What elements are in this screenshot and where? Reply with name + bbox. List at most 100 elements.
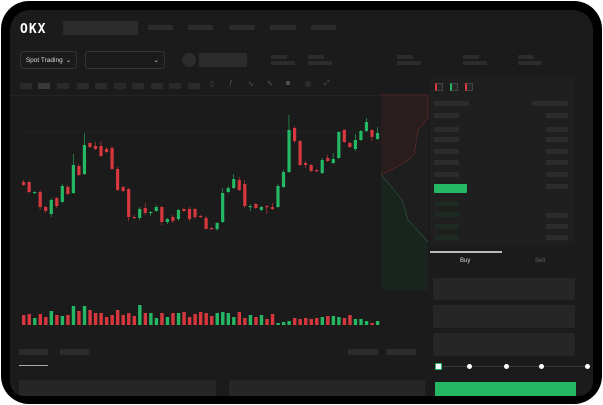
- book-both-icon[interactable]: [435, 83, 443, 91]
- ask-price: [434, 172, 459, 177]
- interval-button[interactable]: [114, 83, 126, 89]
- candle: [49, 198, 53, 217]
- candle: [337, 131, 341, 159]
- depth-chart: [380, 94, 429, 290]
- filter-button[interactable]: [386, 349, 416, 355]
- candle-body: [353, 140, 357, 149]
- candle: [116, 167, 120, 191]
- volume-bar: [276, 323, 280, 325]
- nav-item[interactable]: [270, 25, 296, 30]
- orders-card: [229, 380, 425, 396]
- tab-order-history[interactable]: [60, 349, 89, 355]
- nav-item[interactable]: [148, 25, 173, 30]
- volume-bar: [364, 321, 369, 325]
- interval-button[interactable]: [38, 83, 50, 89]
- candle: [176, 209, 181, 221]
- depth-asks: [381, 95, 428, 175]
- camera-icon[interactable]: ◙: [286, 80, 291, 87]
- candle: [171, 215, 175, 223]
- tab-open-orders[interactable]: [19, 349, 48, 355]
- okx-logo[interactable]: OKX: [20, 22, 47, 37]
- candle: [55, 197, 59, 208]
- search-placeholder[interactable]: [63, 21, 138, 35]
- volume-bar: [315, 318, 319, 325]
- volume-bar: [342, 318, 347, 325]
- volume-bar: [281, 322, 286, 325]
- interval-button[interactable]: [132, 83, 144, 89]
- candle: [309, 164, 313, 172]
- volume-bar: [304, 318, 308, 325]
- slider-stop[interactable]: [466, 364, 472, 369]
- amount-input[interactable]: [433, 305, 575, 328]
- candle-body: [215, 223, 219, 229]
- slider-handle[interactable]: [435, 363, 442, 370]
- candle: [232, 174, 236, 189]
- volume-bar: [204, 313, 208, 325]
- buy-button[interactable]: [435, 382, 576, 396]
- ask-price: [434, 137, 459, 142]
- candle-body: [44, 207, 48, 211]
- price-input[interactable]: [433, 278, 575, 300]
- settings-icon[interactable]: ◎: [305, 81, 312, 88]
- tab-buy[interactable]: Buy: [460, 258, 471, 264]
- chevron-down-icon: ⌄: [65, 57, 72, 64]
- candle-body: [226, 188, 230, 192]
- interval-button[interactable]: [151, 83, 163, 89]
- book-buy-icon[interactable]: [450, 83, 458, 91]
- interval-button[interactable]: [169, 83, 181, 89]
- candle: [221, 188, 225, 223]
- candle: [353, 134, 357, 151]
- candle-body: [110, 148, 114, 169]
- candle: [315, 169, 319, 172]
- candle: [143, 203, 147, 215]
- interval-button[interactable]: [20, 83, 32, 89]
- pair-price: [199, 53, 247, 67]
- line-icon[interactable]: ∿: [248, 81, 254, 88]
- tab-sell[interactable]: Sell: [535, 258, 546, 264]
- filter-button[interactable]: [348, 349, 378, 355]
- volume-bar: [110, 315, 114, 325]
- volume-bar: [132, 316, 136, 325]
- book-sell-icon[interactable]: [465, 83, 473, 91]
- interval-button[interactable]: [57, 83, 69, 89]
- volume-bar: [99, 313, 103, 325]
- nav-item[interactable]: [188, 25, 213, 30]
- pen-icon[interactable]: ✎: [267, 81, 273, 88]
- slider-stop[interactable]: [584, 364, 590, 369]
- interval-button[interactable]: [95, 83, 107, 89]
- slider-stop[interactable]: [503, 364, 509, 369]
- volume-bar: [375, 321, 380, 325]
- indicator-icon[interactable]: ƒ: [229, 80, 233, 87]
- candlestick-chart[interactable]: [10, 10, 593, 396]
- amount-slider[interactable]: [439, 366, 587, 367]
- volume-bar: [292, 318, 297, 325]
- fullscreen-icon[interactable]: ⤢: [324, 80, 330, 87]
- volume-bar: [49, 311, 54, 325]
- interval-button[interactable]: [188, 83, 200, 89]
- interval-button[interactable]: [77, 83, 89, 89]
- nav-item[interactable]: [311, 25, 336, 30]
- candle-body: [364, 122, 369, 131]
- volume-bar: [210, 316, 214, 325]
- volume-bar: [287, 321, 291, 325]
- slider-stop[interactable]: [538, 364, 544, 369]
- stat-label: [397, 55, 413, 59]
- spot-trading-dropdown[interactable]: Spot Trading ⌄: [20, 51, 77, 69]
- candle-body: [33, 192, 37, 194]
- candle-body: [243, 184, 247, 206]
- candle-body: [138, 209, 142, 218]
- candle: [210, 227, 214, 230]
- candle: [198, 215, 203, 218]
- candle: [304, 161, 308, 168]
- candle-body: [60, 186, 64, 202]
- candle-type-icon[interactable]: ▯: [210, 81, 214, 88]
- candle-body: [49, 200, 53, 214]
- pair-dropdown[interactable]: ⌄: [85, 51, 165, 69]
- volume-bar: [359, 319, 363, 325]
- candle: [215, 222, 219, 231]
- nav-item[interactable]: [229, 25, 255, 30]
- candle-body: [176, 210, 181, 219]
- candle-body: [165, 219, 169, 222]
- total-input[interactable]: [433, 333, 575, 356]
- candle: [342, 129, 346, 143]
